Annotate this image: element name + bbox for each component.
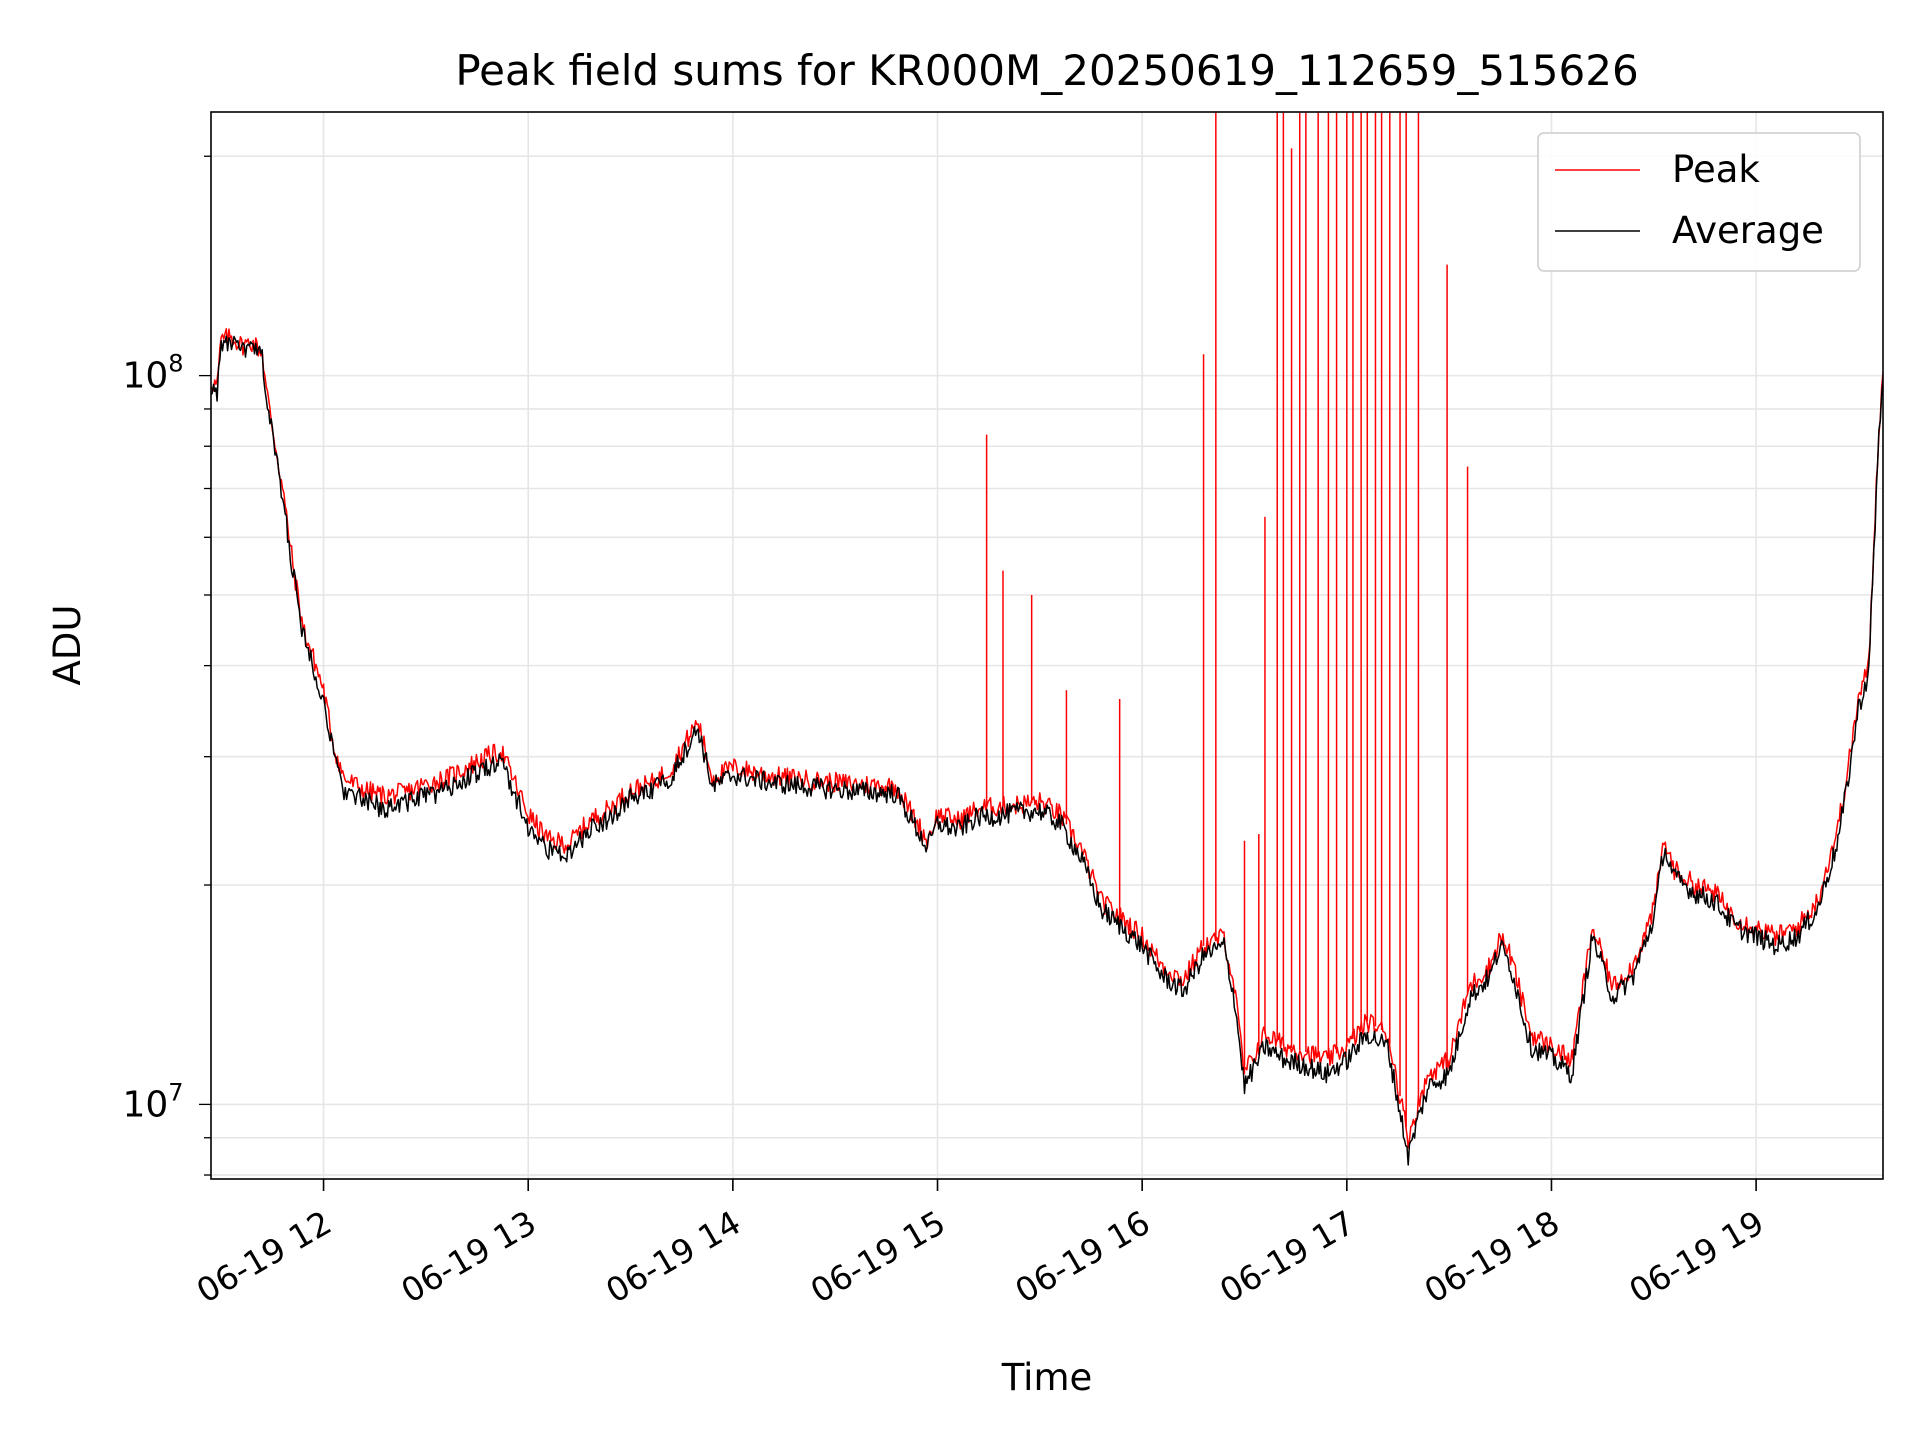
y-tick-base: 10 — [122, 356, 168, 397]
legend-box — [1537, 132, 1861, 272]
legend-label-average: Average — [1672, 209, 1824, 252]
y-tick-base: 10 — [122, 1084, 168, 1125]
y-tick-label: 108 — [122, 350, 183, 397]
legend: Peak Average — [1537, 132, 1861, 272]
series-layer — [211, 112, 1883, 1166]
legend-label-peak: Peak — [1672, 148, 1760, 191]
y-tick-exponent: 7 — [168, 1078, 183, 1106]
chart-title: Peak field sums for KR000M_20250619_1126… — [455, 46, 1638, 95]
series-line-average — [211, 335, 1883, 1166]
x-axis-label: Time — [1001, 1356, 1093, 1399]
y-tick-exponent: 8 — [168, 350, 183, 378]
y-tick-label: 107 — [122, 1078, 183, 1125]
y-axis-label: ADU — [46, 605, 89, 686]
grid-lines — [211, 112, 1883, 1179]
plot-frame — [210, 111, 1884, 1180]
